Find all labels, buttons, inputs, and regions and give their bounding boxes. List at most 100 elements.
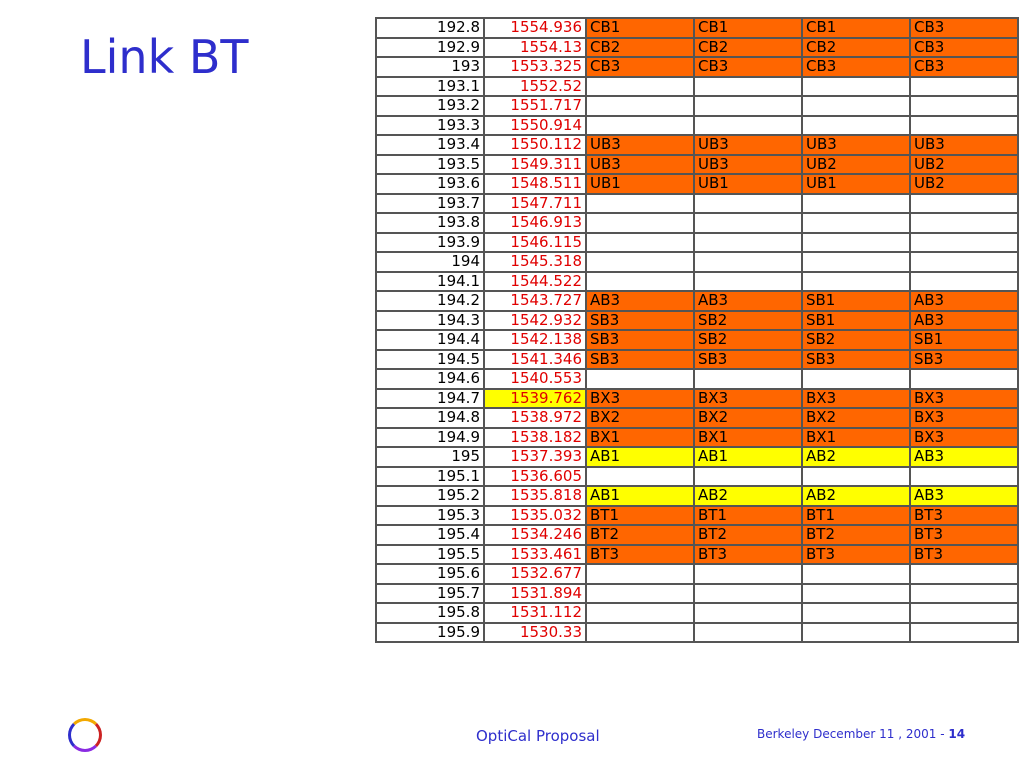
frequency-cell: 194 [375,251,485,273]
table-row: 193.6 1548.511 UB1 UB1 UB1 UB2 [375,173,1019,195]
table-row: 194.6 1540.553 [375,368,1019,390]
table-row: 194.3 1542.932 SB3 SB2 SB1 AB3 [375,309,1019,331]
assignment-cell [585,621,695,643]
table-row: 194.9 1538.182 BX1 BX1 BX1 BX3 [375,426,1019,448]
assignment-cell: BX3 [909,407,1019,429]
frequency-cell: 194.7 [375,387,485,409]
assignment-cell [693,192,803,214]
assignment-cell: UB1 [693,173,803,195]
frequency-cell: 195.5 [375,543,485,565]
assignment-cell: BX3 [585,387,695,409]
assignment-cell [585,212,695,234]
assignment-cell [909,251,1019,273]
assignment-cell [693,114,803,136]
wavelength-cell: 1554.13 [483,36,587,58]
frequency-cell: 193.4 [375,134,485,156]
assignment-cell: UB2 [909,153,1019,175]
frequency-cell: 194.5 [375,348,485,370]
wavelength-cell: 1552.52 [483,75,587,97]
wavelength-cell: 1544.522 [483,270,587,292]
assignment-cell: BT3 [909,543,1019,565]
assignment-cell [909,602,1019,624]
assignment-cell: BX1 [801,426,911,448]
frequency-cell: 193.7 [375,192,485,214]
assignment-cell [909,212,1019,234]
wavelength-cell: 1535.818 [483,485,587,507]
table-row: 192.8 1554.936 CB1 CB1 CB1 CB3 [375,17,1019,39]
wavelength-cell: 1538.182 [483,426,587,448]
wavelength-cell: 1542.138 [483,329,587,351]
footer-date-text: Berkeley December 11 , 2001 - [757,727,945,741]
frequency-cell: 194.1 [375,270,485,292]
assignment-cell [585,582,695,604]
assignment-cell: CB2 [585,36,695,58]
frequency-cell: 193.5 [375,153,485,175]
circle-logo-icon [68,718,102,752]
frequency-cell: 195.7 [375,582,485,604]
assignment-cell [801,95,911,117]
assignment-cell [693,563,803,585]
table-row: 195.9 1530.33 [375,621,1019,643]
assignment-cell [585,251,695,273]
assignment-cell [585,231,695,253]
assignment-cell: AB1 [693,446,803,468]
assignment-cell: BT2 [585,524,695,546]
table-row: 194.5 1541.346 SB3 SB3 SB3 SB3 [375,348,1019,370]
assignment-cell: UB3 [909,134,1019,156]
wavelength-cell: 1539.762 [483,387,587,409]
assignment-cell [693,602,803,624]
assignment-cell: SB3 [585,309,695,331]
assignment-cell: UB3 [585,153,695,175]
assignment-cell: UB3 [801,134,911,156]
frequency-cell: 195.8 [375,602,485,624]
frequency-cell: 194.2 [375,290,485,312]
frequency-cell: 194.6 [375,368,485,390]
table-row: 193.5 1549.311 UB3 UB3 UB2 UB2 [375,153,1019,175]
frequency-cell: 195.9 [375,621,485,643]
assignment-cell: SB2 [801,329,911,351]
frequency-cell: 194.8 [375,407,485,429]
table-row: 194.4 1542.138 SB3 SB2 SB2 SB1 [375,329,1019,351]
wavelength-cell: 1531.112 [483,602,587,624]
assignment-cell: AB3 [909,290,1019,312]
table-row: 195.5 1533.461 BT3 BT3 BT3 BT3 [375,543,1019,565]
assignment-cell: BT2 [693,524,803,546]
assignment-cell: BT3 [693,543,803,565]
wavelength-cell: 1543.727 [483,290,587,312]
table-row: 195.4 1534.246 BT2 BT2 BT2 BT3 [375,524,1019,546]
table-row: 193.3 1550.914 [375,114,1019,136]
assignment-cell [909,114,1019,136]
assignment-cell: BT3 [909,524,1019,546]
wavelength-cell: 1547.711 [483,192,587,214]
assignment-cell [585,602,695,624]
channel-table: 192.8 1554.936 CB1 CB1 CB1 CB3 192.9 1554.13 CB2… [375,17,1019,643]
assignment-cell [693,75,803,97]
frequency-cell: 194.9 [375,426,485,448]
assignment-cell [693,465,803,487]
assignment-cell [801,563,911,585]
assignment-cell [585,114,695,136]
frequency-cell: 193.9 [375,231,485,253]
frequency-cell: 192.8 [375,17,485,39]
assignment-cell: BX2 [801,407,911,429]
assignment-cell: UB2 [909,173,1019,195]
wavelength-cell: 1541.346 [483,348,587,370]
assignment-cell [909,270,1019,292]
assignment-cell: BX1 [585,426,695,448]
assignment-cell [801,270,911,292]
assignment-cell [801,114,911,136]
assignment-cell: AB3 [909,485,1019,507]
assignment-cell: UB3 [693,134,803,156]
assignment-cell [909,75,1019,97]
assignment-cell [585,270,695,292]
assignment-cell: BX3 [909,387,1019,409]
table-row: 193.8 1546.913 [375,212,1019,234]
assignment-cell [585,368,695,390]
assignment-cell [801,75,911,97]
assignment-cell: AB3 [693,290,803,312]
assignment-cell [693,231,803,253]
frequency-cell: 193.1 [375,75,485,97]
assignment-cell: CB3 [693,56,803,78]
table-row: 193.4 1550.112 UB3 UB3 UB3 UB3 [375,134,1019,156]
assignment-cell: BX2 [693,407,803,429]
